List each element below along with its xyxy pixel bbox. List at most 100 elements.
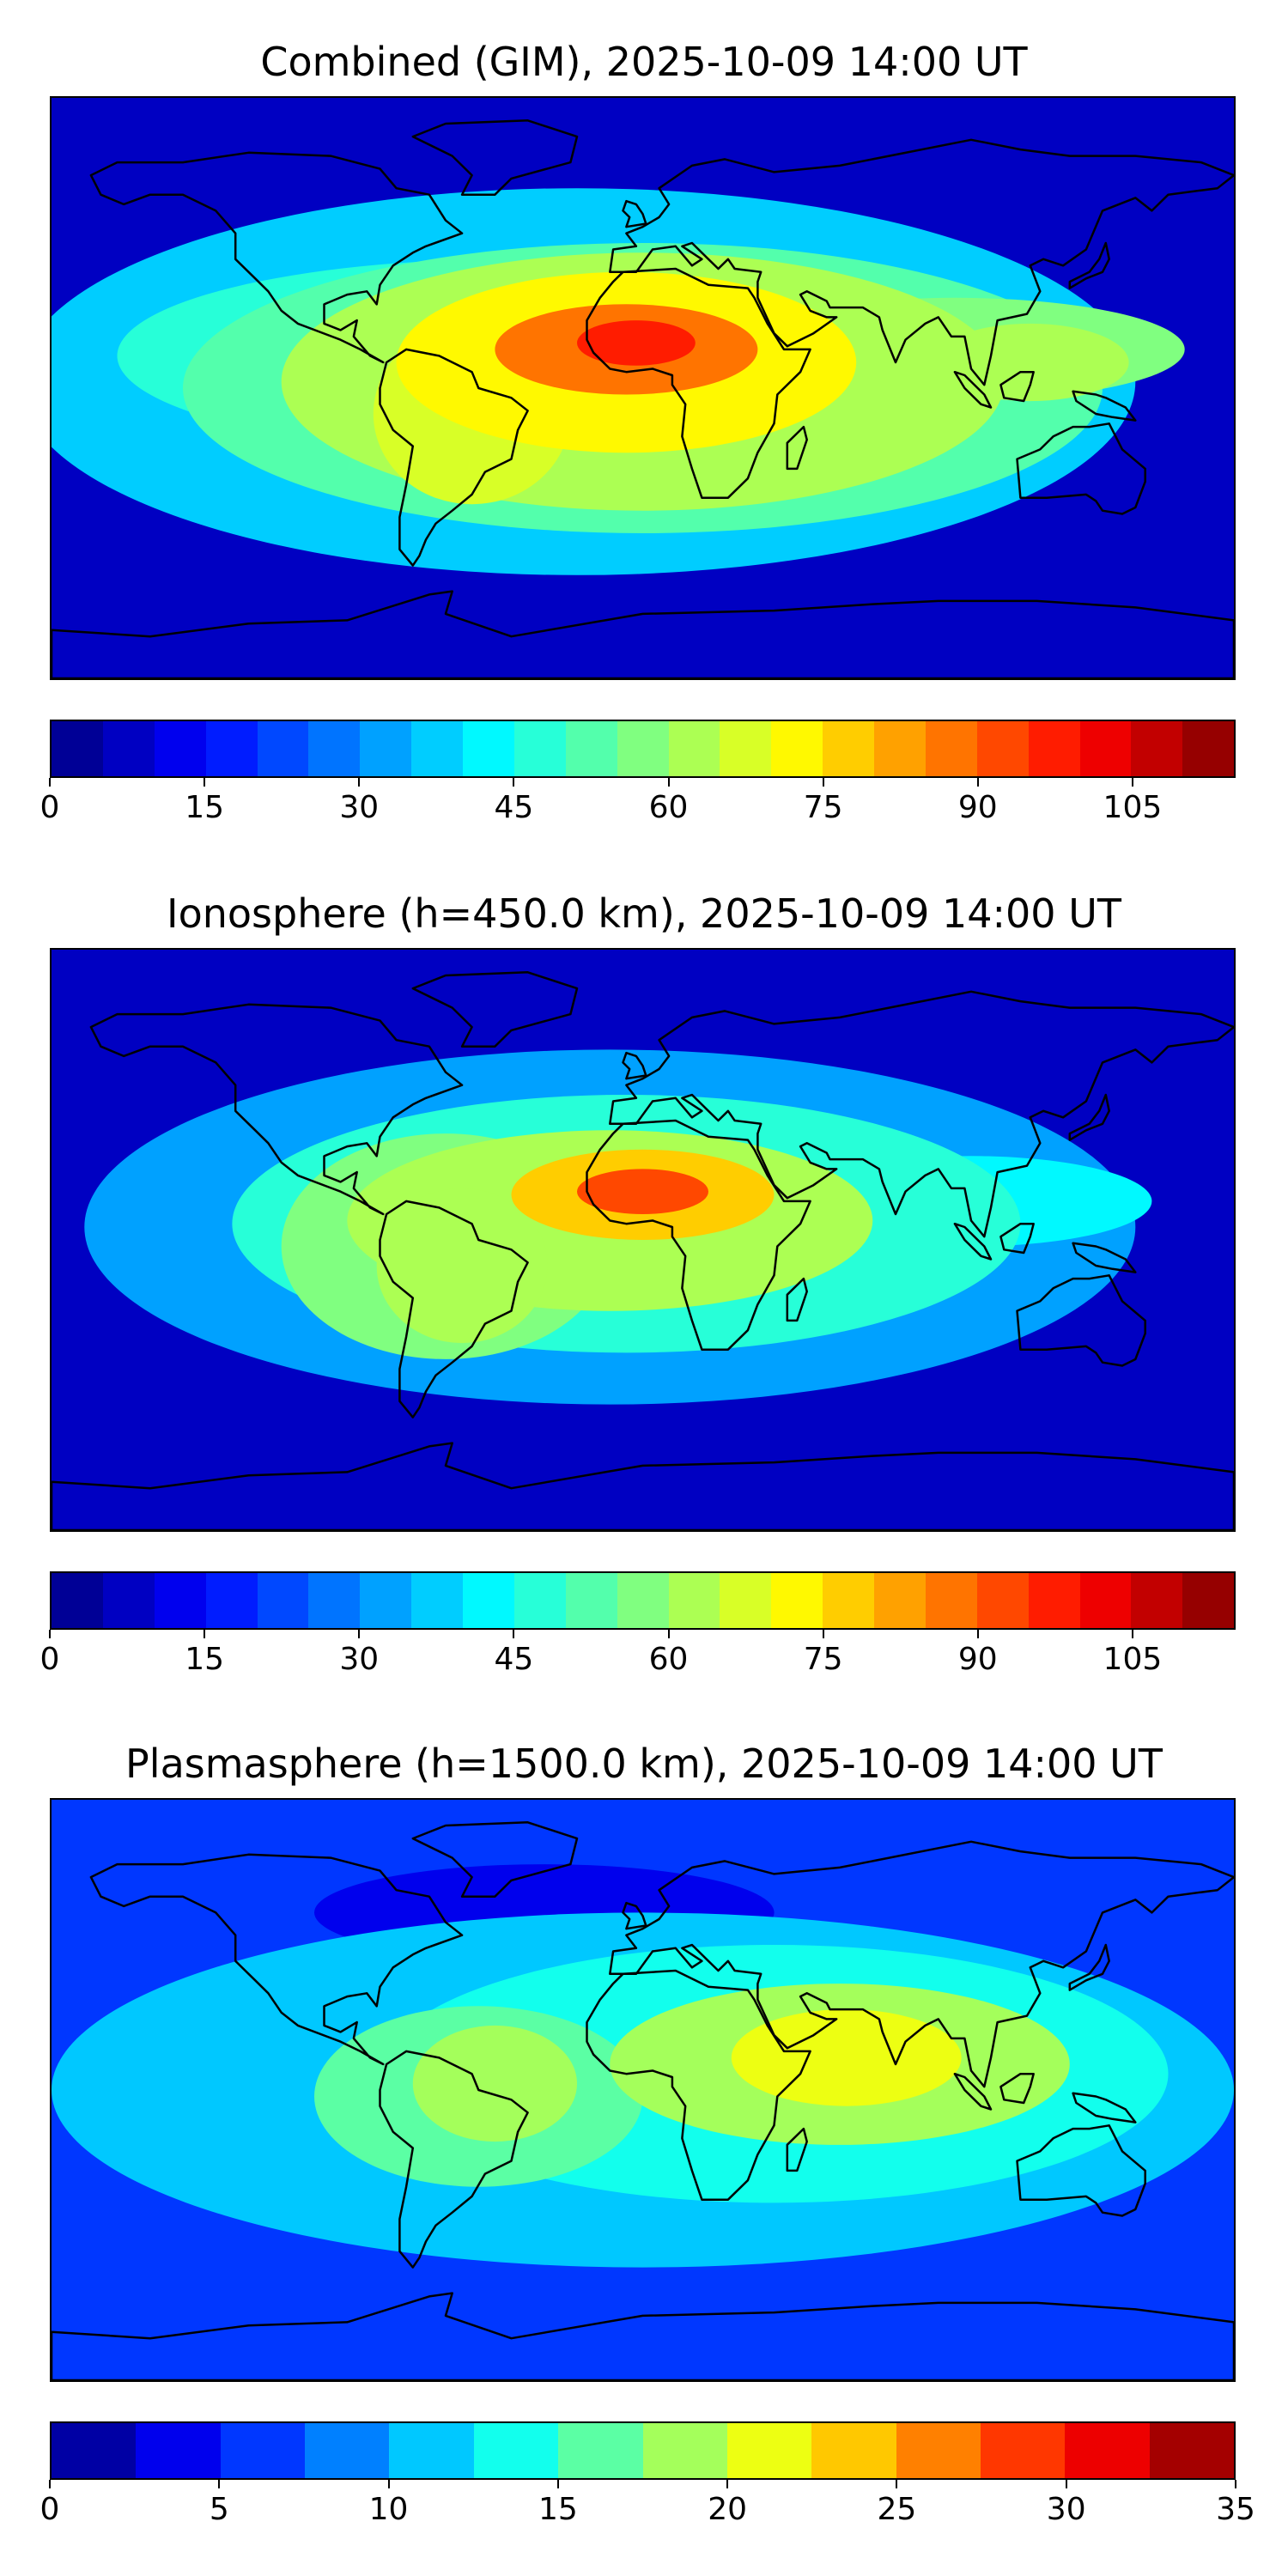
colorbar — [50, 720, 1236, 778]
panel-combined: Combined (GIM), 2025-10-09 14:00 UT 0 15 3… — [0, 0, 1288, 859]
tick-label: 20 — [708, 2492, 748, 2527]
coastline-greenland — [411, 971, 579, 1048]
colorbar-segment — [308, 1573, 361, 1628]
colorbar-segment — [720, 721, 772, 776]
colorbar-segment — [1182, 1573, 1235, 1628]
tick-label: 5 — [209, 2492, 229, 2527]
colorbar-segment — [771, 721, 823, 776]
tick-label: 15 — [185, 790, 225, 825]
map-plot — [50, 948, 1236, 1532]
heatmap-svg — [52, 98, 1234, 678]
colorbar-segment — [136, 2423, 221, 2478]
coastline-borneo — [999, 1222, 1035, 1255]
heatmap-svg — [52, 950, 1234, 1530]
colorbar-segment — [896, 2423, 981, 2478]
tick-label: 0 — [39, 2492, 60, 2527]
colorbar-segment — [1065, 2423, 1150, 2478]
tick-label: 45 — [494, 1642, 534, 1677]
tick-mark — [1131, 1630, 1133, 1638]
tick-mark — [726, 2480, 729, 2488]
colorbar-segment — [513, 1573, 566, 1628]
colorbar-segment — [617, 1573, 669, 1628]
coastline-new-guinea — [1072, 1242, 1137, 1273]
colorbar-segment — [726, 2423, 812, 2478]
tick-mark — [976, 778, 979, 787]
chart-title: Plasmasphere (h=1500.0 km), 2025-10-09 1… — [125, 1741, 1163, 1787]
colorbar-segment — [305, 2423, 390, 2478]
coastline-madagascar — [786, 425, 808, 471]
coastline-british-isles — [622, 1051, 647, 1080]
colorbar-segment — [558, 2423, 643, 2478]
coastline-british-isles — [622, 1901, 647, 1930]
coastline-madagascar — [786, 2127, 808, 2172]
coastline-north-america — [89, 151, 464, 364]
tick-mark — [1065, 2480, 1067, 2488]
colorbar-segment — [411, 1573, 463, 1628]
colorbar-segment — [102, 721, 155, 776]
colorbar-segment — [463, 1573, 514, 1628]
coastline-new-guinea — [1072, 2092, 1137, 2123]
map-plot — [50, 96, 1236, 680]
coastline-australia — [1016, 2124, 1146, 2217]
coastline-europe-asia — [609, 990, 1234, 1238]
heatmap-contour-band — [412, 2025, 577, 2142]
chart-title: Combined (GIM), 2025-10-09 14:00 UT — [260, 39, 1028, 85]
colorbar-segment — [154, 1573, 206, 1628]
colorbar-segment — [720, 1573, 772, 1628]
coastline-japan — [1068, 241, 1110, 289]
tick-label: 105 — [1103, 1642, 1163, 1677]
colorbar-segment — [980, 2423, 1066, 2478]
colorbar-segment — [976, 721, 1029, 776]
heatmap-svg — [52, 1800, 1234, 2380]
coastline-australia — [1016, 1274, 1146, 1367]
coastline-africa — [586, 1119, 811, 1351]
colorbar-segment — [1028, 1573, 1080, 1628]
heatmap-contour-band — [376, 1188, 548, 1344]
coastline-europe-asia — [609, 138, 1234, 386]
tick-label: 25 — [877, 2492, 917, 2527]
coastline-borneo — [999, 370, 1035, 403]
colorbar-segment — [1182, 721, 1235, 776]
tick-label: 0 — [39, 1642, 60, 1677]
colorbar-segment — [473, 2423, 559, 2478]
chart-title: Ionosphere (h=450.0 km), 2025-10-09 14:0… — [167, 890, 1121, 937]
heatmap-contour-band — [577, 1169, 708, 1214]
coastline-japan — [1068, 1943, 1110, 1991]
panel-ionosphere: Ionosphere (h=450.0 km), 2025-10-09 14:0… — [39, 890, 1236, 1677]
colorbar-segment — [52, 721, 103, 776]
colorbar-segment — [513, 721, 566, 776]
tick-mark — [358, 778, 361, 787]
tick-label: 75 — [803, 790, 843, 825]
tick-mark — [513, 1630, 515, 1638]
colorbar-segment — [257, 721, 309, 776]
colorbar-segment — [874, 721, 926, 776]
colorbar-segment — [389, 2423, 474, 2478]
tick-mark — [822, 778, 824, 787]
colorbar-ticks: 0 15 30 45 60 75 90 105 — [40, 778, 1236, 829]
colorbar-segment — [925, 721, 977, 776]
colorbar-segment — [52, 2423, 137, 2478]
colorbar — [50, 2421, 1236, 2480]
coastline-australia — [1016, 422, 1146, 515]
tick-label: 0 — [39, 790, 60, 825]
coastline-british-isles — [622, 199, 647, 228]
tick-label: 30 — [339, 790, 380, 825]
coastline-madagascar — [786, 1277, 808, 1322]
colorbar-segment — [154, 721, 206, 776]
tick-mark — [49, 1630, 51, 1638]
colorbar-segment — [642, 2423, 727, 2478]
tick-mark — [387, 2480, 390, 2488]
colorbar-segment — [308, 721, 361, 776]
tick-label: 30 — [1046, 2492, 1086, 2527]
coastline-antarctica — [52, 1442, 1234, 1530]
tick-label: 105 — [1103, 790, 1163, 825]
colorbar-segment — [1079, 721, 1132, 776]
tick-label: 60 — [648, 790, 689, 825]
colorbar-segment — [360, 721, 412, 776]
tick-mark — [358, 1630, 361, 1638]
colorbar-segment — [823, 721, 874, 776]
coastline-antarctica — [52, 2292, 1234, 2380]
coastline-sumatra — [953, 2072, 993, 2111]
colorbar-segment — [205, 1573, 258, 1628]
tick-mark — [513, 778, 515, 787]
